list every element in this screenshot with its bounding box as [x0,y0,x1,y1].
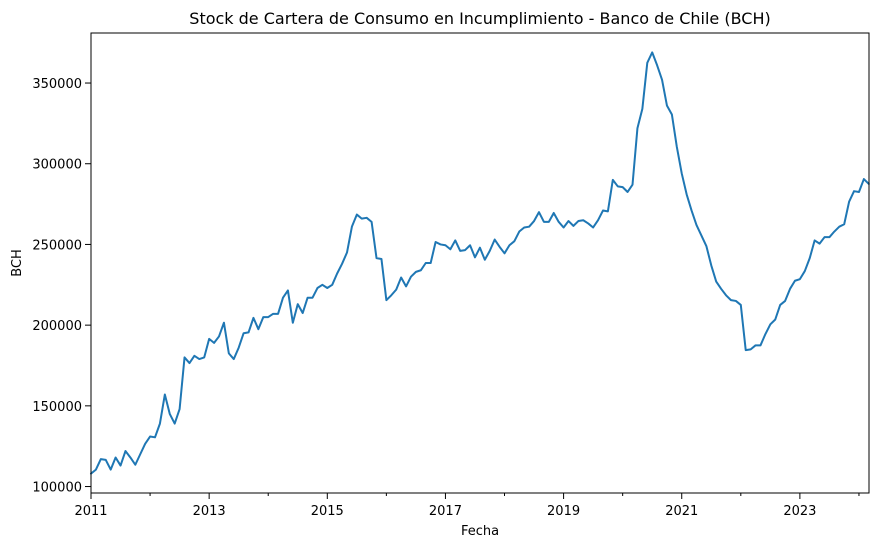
series-line-bch [90,51,870,475]
x-axis-label: Fecha [461,524,499,539]
x-tick-label: 2019 [547,504,580,519]
y-tick-label: 300000 [32,158,82,173]
x-axis: 2011 2013 2015 2017 2019 2021 2023 [74,493,860,519]
y-tick-label: 150000 [32,400,82,415]
x-tick-label: 2011 [74,504,107,519]
y-axis: 100000 150000 200000 250000 300000 350000 [32,77,91,496]
y-tick-label: 350000 [32,77,82,92]
x-tick-label: 2021 [665,504,698,519]
x-tick-label: 2013 [193,504,226,519]
y-tick-label: 200000 [32,319,82,334]
y-axis-label: BCH [10,249,25,277]
x-tick-label: 2023 [783,504,816,519]
y-tick-label: 250000 [32,238,82,253]
chart-title: Stock de Cartera de Consumo en Incumplim… [189,9,770,28]
plot-area [90,51,870,475]
plot-frame [90,32,870,494]
y-tick-label: 100000 [32,481,82,496]
x-tick-label: 2017 [429,504,462,519]
x-tick-label: 2015 [311,504,344,519]
